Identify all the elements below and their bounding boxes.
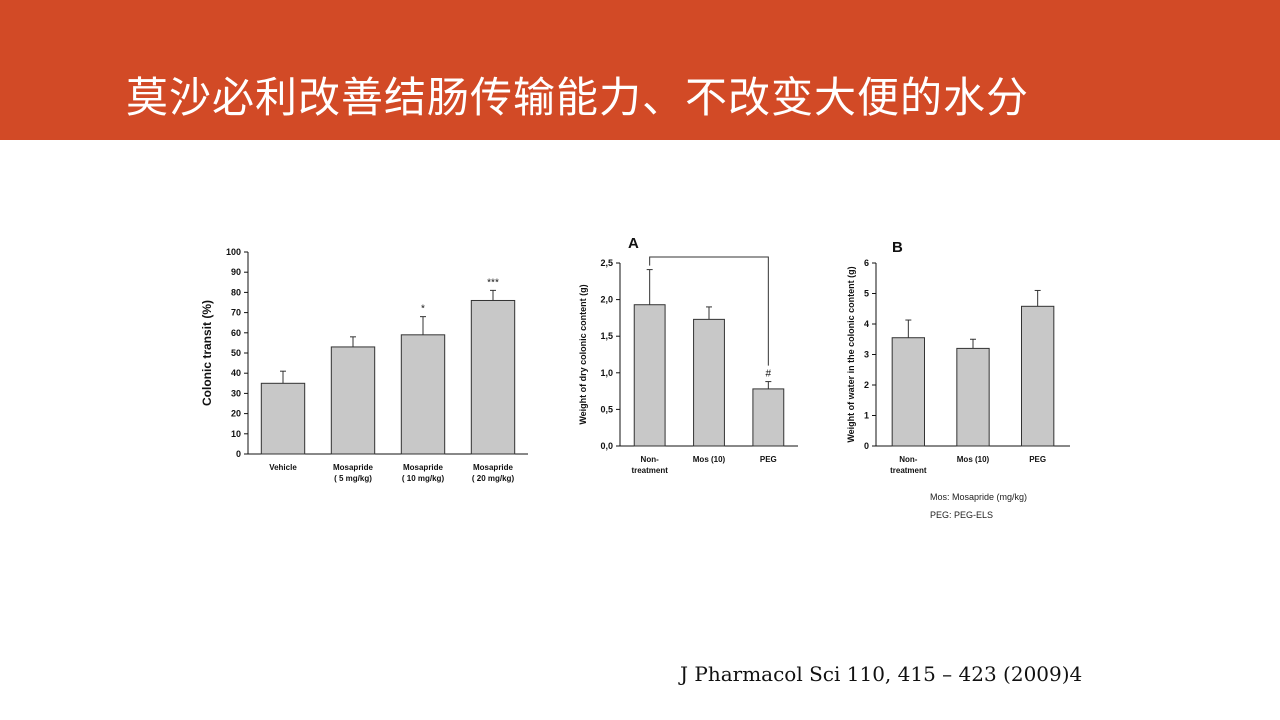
x-tick-label: ( 5 mg/kg) <box>334 474 372 483</box>
x-tick-label: Mosapride <box>473 463 514 472</box>
water-content-chart: 0 1 2 3 4 5 6 Weight of water in the colonic co… <box>846 239 1070 475</box>
comparison-bracket <box>649 256 769 366</box>
slide-title: 莫沙必利改善结肠传输能力、不改变大便的水分 <box>126 73 1030 122</box>
y-tick-label: 6 <box>864 258 869 268</box>
bar <box>1021 305 1055 447</box>
y-tick-label: 80 <box>231 287 241 297</box>
bar <box>693 318 725 447</box>
y-tick-label: 70 <box>231 308 241 318</box>
x-tick-label: treatment <box>631 466 668 475</box>
x-tick-label: ( 10 mg/kg) <box>402 474 445 483</box>
bar <box>752 388 785 447</box>
y-tick-label: 1,0 <box>600 368 613 378</box>
y-tick-label: 0,0 <box>600 441 613 451</box>
bar <box>470 299 516 455</box>
y-tick-label: 1 <box>864 411 869 421</box>
bar <box>891 337 925 447</box>
y-tick-label: 2 <box>864 380 869 390</box>
x-tick-label: Mos (10) <box>693 455 726 464</box>
significance-marker: *** <box>487 277 499 288</box>
citation: J Pharmacol Sci 110, 415 – 423 (2009)4 <box>680 662 1083 686</box>
significance-marker: * <box>421 304 425 315</box>
title-bar <box>0 0 1280 140</box>
y-axis-label: Weight of dry colonic content (g) <box>578 284 588 424</box>
legend-note-peg: PEG: PEG-ELS <box>930 510 994 520</box>
y-tick-label: 10 <box>231 429 241 439</box>
bar <box>956 347 990 447</box>
x-tick-label: Mos (10) <box>957 455 990 464</box>
colonic-transit-chart: 0 10 20 30 40 50 60 70 80 90 100 Colonic transit (%… <box>200 247 528 483</box>
y-tick-label: 40 <box>231 368 241 378</box>
legend-note-mos: Mos: Mosapride (mg/kg) <box>930 492 1028 502</box>
bar <box>330 346 376 455</box>
x-tick-label: PEG <box>760 455 777 464</box>
bar <box>400 334 446 455</box>
x-tick-label: Vehicle <box>269 463 297 472</box>
chart-title: A <box>628 235 639 252</box>
x-tick-label: Mosapride <box>403 463 444 472</box>
chart-title: B <box>892 239 903 256</box>
y-tick-label: 1,5 <box>600 331 613 341</box>
dry-content-chart: 0,0 0,5 1,0 1,5 2,0 2,5 Weight of dry colonic … <box>578 235 798 475</box>
bar <box>633 304 666 447</box>
y-tick-label: 2,0 <box>600 295 613 305</box>
x-tick-label: Mosapride <box>333 463 374 472</box>
x-tick-label: Non- <box>641 455 660 464</box>
y-tick-label: 2,5 <box>600 258 613 268</box>
x-tick-label: PEG <box>1029 455 1046 464</box>
y-tick-label: 100 <box>226 247 241 257</box>
x-tick-label: treatment <box>890 466 927 475</box>
y-tick-label: 3 <box>864 350 869 360</box>
y-tick-label: 5 <box>864 289 869 299</box>
y-tick-label: 4 <box>864 319 869 329</box>
y-tick-label: 20 <box>231 409 241 419</box>
y-tick-label: 50 <box>231 348 241 358</box>
y-tick-label: 0 <box>864 441 869 451</box>
x-tick-label: Non- <box>899 455 918 464</box>
y-tick-label: 60 <box>231 328 241 338</box>
y-axis-label: Colonic transit (%) <box>200 300 214 406</box>
y-tick-label: 0,5 <box>600 404 613 414</box>
y-tick-label: 30 <box>231 388 241 398</box>
bar <box>260 382 306 455</box>
y-tick-label: 90 <box>231 267 241 277</box>
y-tick-label: 0 <box>236 449 241 459</box>
y-axis-label: Weight of water in the colonic content (… <box>846 266 856 442</box>
x-tick-label: ( 20 mg/kg) <box>472 474 515 483</box>
significance-marker: # <box>766 369 772 380</box>
